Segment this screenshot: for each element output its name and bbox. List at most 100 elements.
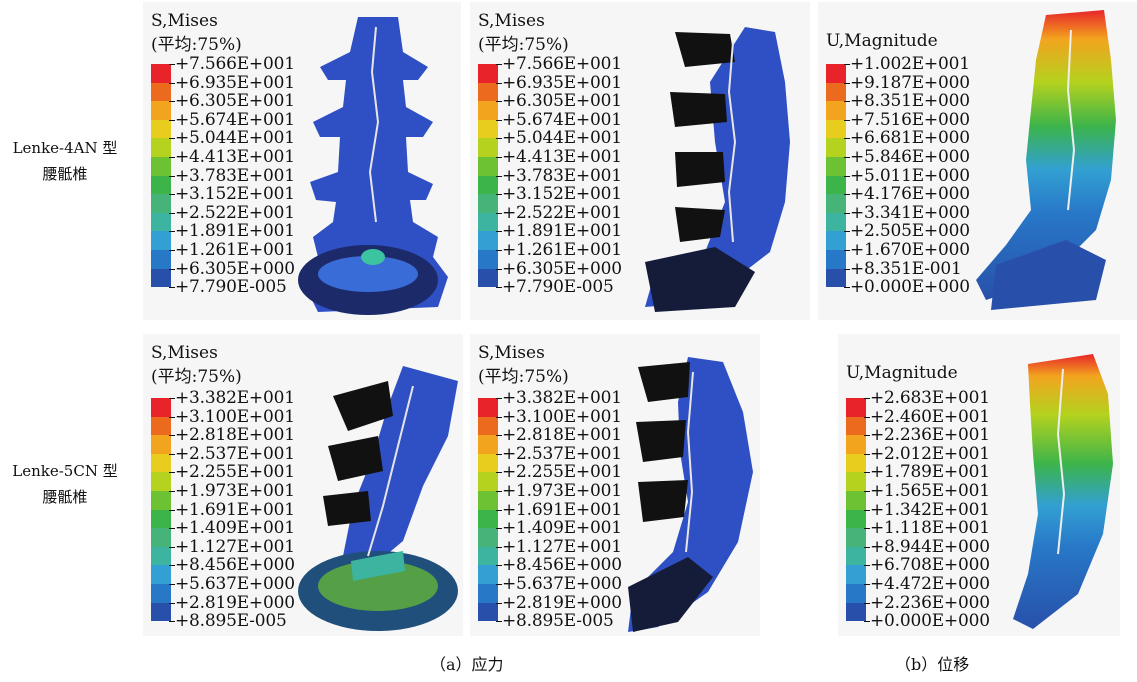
legend-tick <box>844 82 850 84</box>
legend-tick <box>864 621 870 623</box>
legend-value: +2.818E+001 <box>502 425 622 446</box>
legend-tick <box>844 231 850 233</box>
legend-value: +8.944E+000 <box>870 536 990 557</box>
panel-title: S,Mises <box>151 11 218 31</box>
legend-tick <box>169 138 175 140</box>
legend-swatch <box>846 583 866 603</box>
legend-value: +7.566E+001 <box>175 54 295 74</box>
legend-swatch <box>846 602 866 622</box>
legend-swatch <box>846 472 866 491</box>
legend-tick <box>496 528 502 530</box>
legend-tick <box>496 249 502 251</box>
legend-tick <box>169 602 175 604</box>
legend-swatch <box>151 231 171 250</box>
legend-value: +8.456E+000 <box>175 555 295 576</box>
legend-swatch <box>478 583 498 603</box>
legend-swatch <box>826 101 846 120</box>
legend-value: +1.261E+001 <box>175 239 295 260</box>
legend-swatch <box>151 194 171 213</box>
panel-subtitle: (平均:75%) <box>151 35 242 55</box>
legend-value: +4.413E+001 <box>502 146 622 167</box>
legend-swatch <box>846 435 866 454</box>
legend-value: +4.472E+000 <box>870 573 990 594</box>
legend-value: +6.935E+001 <box>502 72 622 93</box>
legend-swatch <box>151 268 171 288</box>
legend-tick <box>169 82 175 84</box>
legend-swatch <box>478 528 498 547</box>
legend-tick <box>496 156 502 158</box>
legend-tick <box>496 472 502 474</box>
legend-value: +3.152E+001 <box>175 184 295 205</box>
legend-value: +5.044E+001 <box>175 128 295 149</box>
legend-value: +5.637E+000 <box>175 573 295 594</box>
legend-tick <box>864 546 870 548</box>
legend-tick <box>844 175 850 177</box>
legend-value: +4.413E+001 <box>175 146 295 167</box>
legend-value: +6.305E+000 <box>502 258 622 279</box>
panel-displacement-5cn: U,Magnitude +2.683E+001 +2.460E+001 +2.236… <box>838 334 1120 636</box>
legend-value: +5.846E+000 <box>850 146 970 167</box>
legend-swatch <box>826 212 846 232</box>
legend-swatch <box>826 175 846 195</box>
legend-swatch <box>151 64 171 83</box>
legend-tick <box>844 138 850 140</box>
legend-tick <box>169 546 175 548</box>
legend-value: +1.891E+001 <box>175 221 295 242</box>
legend-value: +1.409E+001 <box>175 518 295 539</box>
legend-swatch <box>151 453 171 473</box>
legend-swatch <box>826 119 846 139</box>
legend-tick <box>169 621 175 623</box>
legend-tick <box>169 268 175 270</box>
legend-swatch <box>478 119 498 139</box>
legend-swatch <box>478 490 498 510</box>
legend-swatch <box>826 64 846 83</box>
legend-swatch <box>846 546 866 566</box>
panel-displacement-4an: U,Magnitude +1.002E+001 +9.187E+000 +8.351… <box>818 2 1137 320</box>
legend-swatch <box>826 249 846 269</box>
legend-tick <box>169 212 175 214</box>
legend-value: +1.409E+001 <box>502 518 622 539</box>
legend-value: +2.236E+001 <box>870 425 990 446</box>
panel-title: U,Magnitude <box>826 31 938 51</box>
legend-tick <box>496 138 502 140</box>
legend-tick <box>864 602 870 604</box>
legend-value: +2.012E+001 <box>870 443 990 464</box>
legend-value: +5.674E+001 <box>502 109 622 130</box>
caption-b: （b）位移 <box>895 655 970 674</box>
legend-tick <box>496 119 502 121</box>
legend-swatch <box>478 565 498 584</box>
legend-tick <box>496 453 502 455</box>
legend-value: +3.783E+001 <box>175 165 295 186</box>
legend-value: +1.973E+001 <box>502 480 622 501</box>
legend-tick <box>496 583 502 585</box>
legend-tick <box>864 583 870 585</box>
legend-value: +1.261E+001 <box>502 239 622 260</box>
legend-swatch <box>151 490 171 510</box>
legend-tick <box>169 101 175 103</box>
legend-value: +2.505E+000 <box>850 221 970 242</box>
legend-value: +3.100E+001 <box>175 406 295 427</box>
legend-swatch <box>478 156 498 176</box>
caption-a: （a）应力 <box>430 655 504 674</box>
row-label-lenke-5cn: Lenke-5CN 型 腰骶椎 <box>0 458 130 510</box>
legend-tick <box>864 435 870 437</box>
legend-tick <box>496 101 502 103</box>
legend-swatch <box>478 64 498 83</box>
legend-swatch <box>846 416 866 436</box>
legend-value: +1.891E+001 <box>502 221 622 242</box>
legend-tick <box>864 453 870 455</box>
legend-swatch <box>151 528 171 547</box>
legend-swatch <box>151 249 171 269</box>
legend-value: +8.895E-005 <box>175 611 287 632</box>
legend-tick <box>496 82 502 84</box>
legend-tick <box>169 565 175 567</box>
legend-value: +2.819E+000 <box>502 592 622 613</box>
legend-value: +2.460E+001 <box>870 406 990 427</box>
legend-swatch <box>846 509 866 529</box>
legend-tick <box>496 565 502 567</box>
row-label-line1: Lenke-5CN 型 <box>12 462 118 480</box>
legend-tick <box>169 156 175 158</box>
legend-swatch <box>478 194 498 213</box>
legend-swatch <box>151 472 171 491</box>
legend-value: +6.681E+000 <box>850 128 970 149</box>
